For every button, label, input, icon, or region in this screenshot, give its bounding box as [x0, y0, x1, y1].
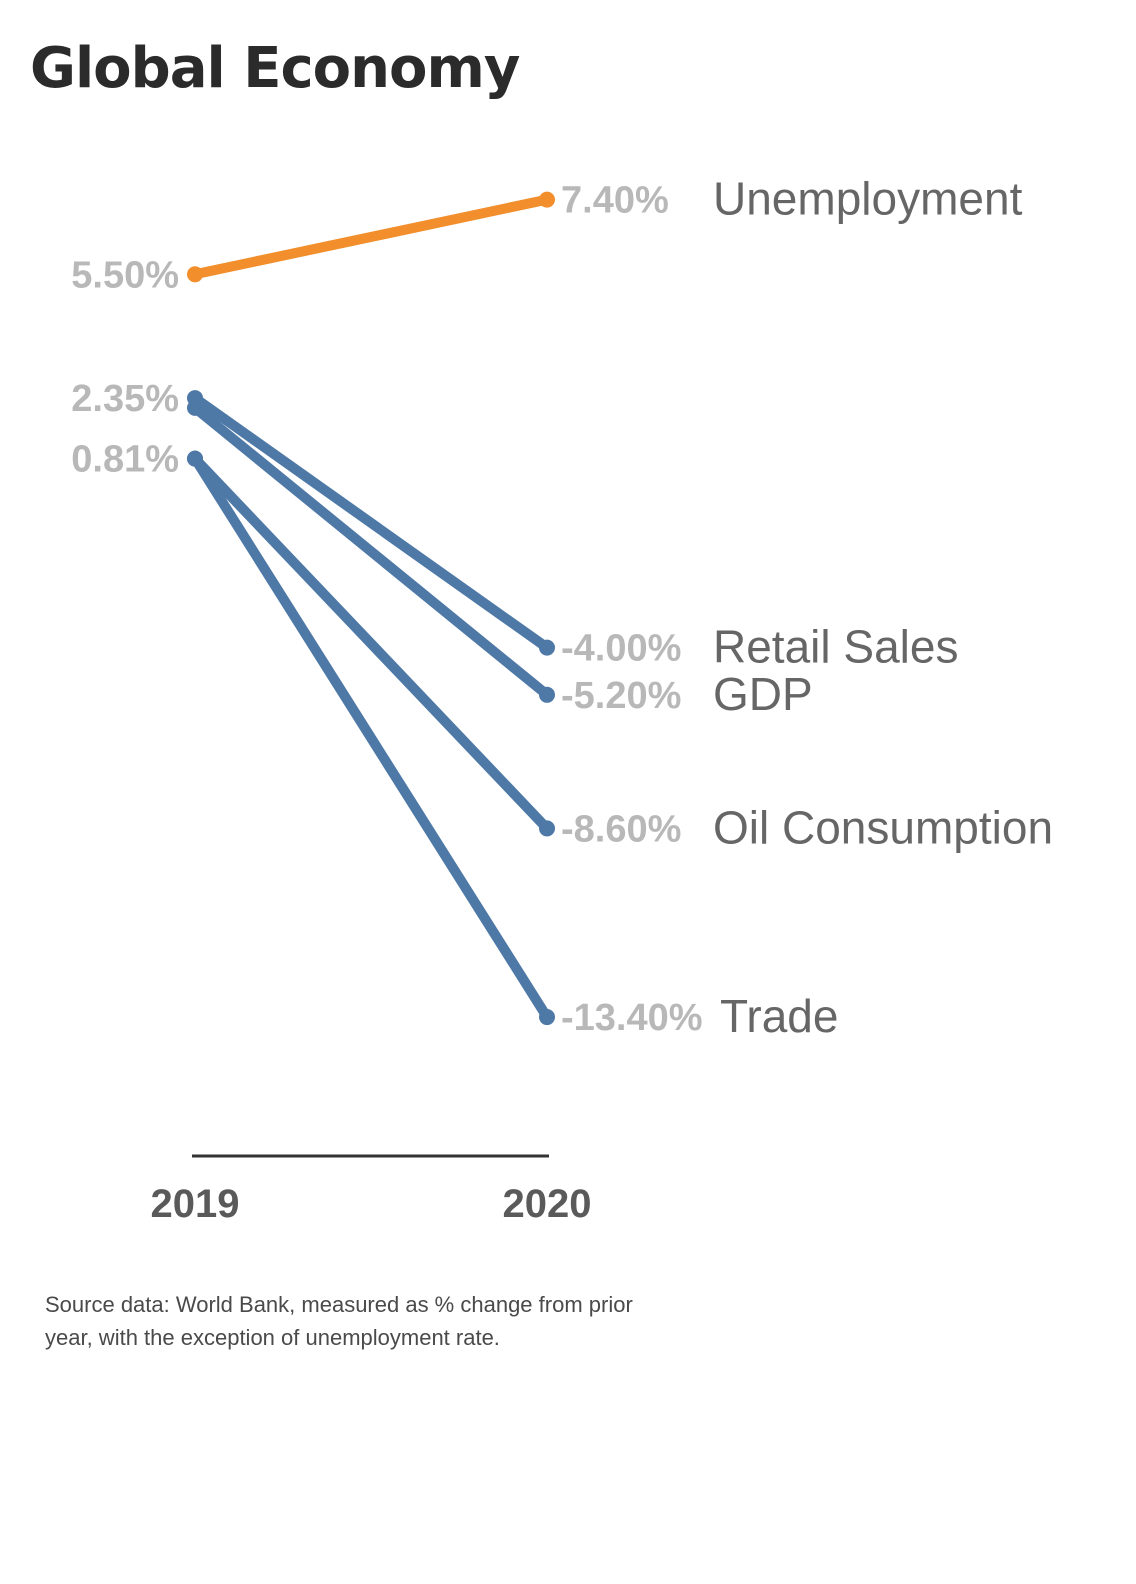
source-note: Source data: World Bank, measured as % c…	[45, 1292, 633, 1350]
series-retail-sales: -4.00% Retail Sales	[187, 390, 958, 673]
series-line-oil-consumption	[190, 453, 552, 834]
point-2020-retail-sales	[539, 639, 555, 656]
chart-title: Global Economy	[30, 36, 520, 101]
series-line-trade	[190, 453, 552, 1023]
point-2020-trade	[539, 1009, 555, 1026]
point-2020-gdp	[539, 686, 555, 703]
start-value-5-50-: 5.50%	[71, 254, 179, 296]
series-gdp: -5.20% GDP	[187, 399, 813, 720]
series-trade: -13.40% Trade	[187, 450, 838, 1042]
point-2020-unemployment	[539, 191, 555, 208]
point-2019-unemployment	[187, 266, 203, 283]
end-value-retail-sales: -4.00%	[561, 628, 681, 670]
end-value-oil-consumption: -8.60%	[561, 808, 681, 850]
start-labels: 5.50% 2.35% 0.81%	[71, 254, 179, 480]
point-2019-gdp	[187, 399, 203, 416]
series-line-unemployment	[190, 194, 552, 280]
series-name-unemployment: Unemployment	[713, 173, 1023, 225]
series-name-gdp: GDP	[713, 668, 813, 720]
series-line-retail-sales	[190, 393, 552, 653]
point-2019-trade	[187, 450, 203, 467]
series-line-gdp	[190, 402, 552, 700]
series-unemployment: 7.40% Unemployment	[187, 173, 1023, 283]
series-name-oil-consumption: Oil Consumption	[713, 801, 1053, 853]
x-tick-2019: 2019	[151, 1182, 240, 1226]
x-tick-2020: 2020	[503, 1182, 592, 1226]
series-oil-consumption: -8.60% Oil Consumption	[187, 450, 1053, 853]
end-value-gdp: -5.20%	[561, 675, 681, 717]
start-value-0-81-: 0.81%	[71, 439, 179, 481]
slope-chart: 2019 2020 -4.00% Retail Sales-5.20% GDP-8.…	[71, 173, 1053, 1226]
series-layer: -4.00% Retail Sales -5.20% GDP -8.60% Oil Con…	[187, 173, 1053, 1042]
point-2020-oil-consumption	[539, 820, 555, 837]
series-name-trade: Trade	[720, 990, 838, 1042]
end-value-trade: -13.40%	[561, 997, 703, 1039]
start-value-2-35-: 2.35%	[71, 378, 179, 420]
end-value-unemployment: 7.40%	[561, 180, 669, 222]
series-name-retail-sales: Retail Sales	[713, 621, 958, 673]
